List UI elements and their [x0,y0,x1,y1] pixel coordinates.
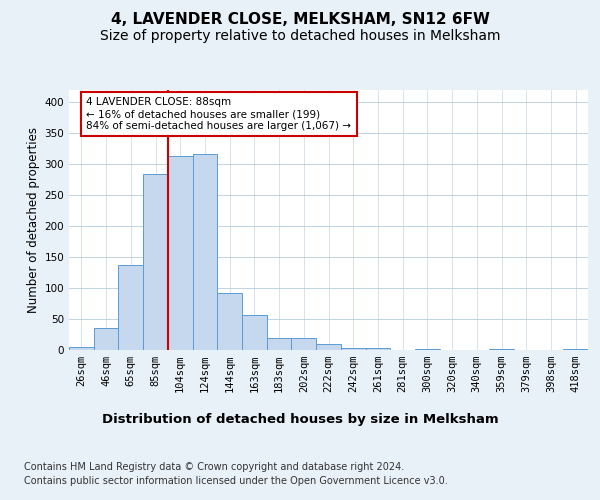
Text: Contains HM Land Registry data © Crown copyright and database right 2024.: Contains HM Land Registry data © Crown c… [24,462,404,472]
Bar [118,264,143,350]
Bar [69,347,94,350]
Text: Size of property relative to detached houses in Melksham: Size of property relative to detached ho… [100,29,500,43]
Bar [489,349,514,350]
Bar [316,344,341,350]
Bar [341,348,365,350]
Bar [242,314,267,350]
Text: 4, LAVENDER CLOSE, MELKSHAM, SN12 6FW: 4, LAVENDER CLOSE, MELKSHAM, SN12 6FW [110,12,490,28]
Text: Contains public sector information licensed under the Open Government Licence v3: Contains public sector information licen… [24,476,448,486]
Bar [217,293,242,350]
Y-axis label: Number of detached properties: Number of detached properties [27,127,40,313]
Text: Distribution of detached houses by size in Melksham: Distribution of detached houses by size … [101,412,499,426]
Bar [143,174,168,350]
Text: 4 LAVENDER CLOSE: 88sqm
← 16% of detached houses are smaller (199)
84% of semi-d: 4 LAVENDER CLOSE: 88sqm ← 16% of detache… [86,98,352,130]
Bar [94,328,118,350]
Bar [563,349,588,350]
Bar [267,338,292,350]
Bar [168,156,193,350]
Bar [365,348,390,350]
Bar [292,338,316,350]
Bar [193,154,217,350]
